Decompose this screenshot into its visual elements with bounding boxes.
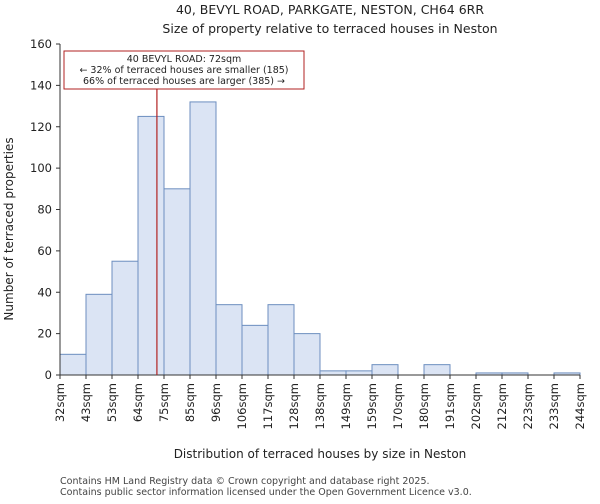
bar-85sqm: [189, 101, 217, 376]
annotation-line2: ← 32% of terraced houses are smaller (18…: [79, 65, 288, 76]
x-tick-label: 212sqm: [495, 383, 509, 429]
bar-117sqm: [267, 304, 295, 376]
x-tick-label: 223sqm: [521, 383, 535, 429]
y-tick-label: 0: [45, 368, 52, 382]
bar-106sqm: [241, 324, 269, 376]
x-tick-label: 149sqm: [339, 383, 353, 429]
annotation-line3: 66% of terraced houses are larger (385) …: [83, 76, 285, 87]
y-tick-label: 40: [37, 285, 52, 299]
x-tick-label: 128sqm: [287, 383, 301, 429]
x-tick-label: 53sqm: [105, 383, 119, 422]
x-tick-labels: 32sqm 43sqm 53sqm 64sqm 75sqm 85sqm 96sqm 106sq…: [53, 375, 587, 429]
bar-32sqm: [59, 353, 87, 376]
x-tick-label: 202sqm: [469, 383, 483, 429]
x-axis-label: Distribution of terraced houses by size …: [174, 447, 467, 461]
x-tick-label: 138sqm: [313, 383, 327, 429]
bar-53sqm: [111, 260, 139, 376]
bar-138sqm: [319, 370, 347, 376]
annotation-frame: [63, 50, 305, 90]
bar-43sqm: [85, 293, 113, 376]
chart-title-line2: Size of property relative to terraced ho…: [162, 21, 497, 36]
bar-96sqm: [215, 304, 243, 376]
x-tick-label: 75sqm: [157, 383, 171, 422]
bar-149sqm: [345, 370, 373, 376]
annotation-box: 40 BEVYL ROAD: 72sqm ← 32% of terraced h…: [63, 50, 305, 90]
x-tick-label: 64sqm: [131, 383, 145, 422]
x-tick-label: 117sqm: [261, 383, 275, 429]
bars: [59, 101, 581, 376]
x-tick-label: 85sqm: [183, 383, 197, 422]
x-tick-label: 233sqm: [547, 383, 561, 429]
x-tick-label: 106sqm: [235, 383, 249, 429]
y-tick-label: 140: [30, 78, 52, 92]
chart-title-line1: 40, BEVYL ROAD, PARKGATE, NESTON, CH64 6…: [176, 2, 484, 17]
x-tick-label: 244sqm: [573, 383, 587, 429]
footer-line2: Contains public sector information licen…: [60, 487, 472, 498]
bar-159sqm: [371, 364, 399, 376]
y-tick-label: 100: [30, 161, 52, 175]
x-tick-label: 43sqm: [79, 383, 93, 422]
bar-64sqm: [137, 115, 165, 376]
y-axis-label: Number of terraced properties: [2, 137, 16, 320]
x-tick-label: 32sqm: [53, 383, 67, 422]
y-tick-labels: 0 20 40 60 80 100 120 140 160: [30, 37, 60, 382]
y-tick-label: 160: [30, 37, 52, 51]
x-tick-label: 159sqm: [365, 383, 379, 429]
x-tick-label: 180sqm: [417, 383, 431, 429]
footer-line1: Contains HM Land Registry data © Crown c…: [60, 476, 430, 487]
annotation-line1: 40 BEVYL ROAD: 72sqm: [127, 54, 242, 65]
bar-75sqm: [163, 188, 191, 376]
y-tick-label: 20: [37, 327, 52, 341]
x-tick-label: 191sqm: [443, 383, 457, 429]
bar-128sqm: [293, 333, 321, 376]
x-tick-label: 170sqm: [391, 383, 405, 429]
y-tick-label: 60: [37, 244, 52, 258]
y-tick-label: 120: [30, 120, 52, 134]
y-tick-label: 80: [37, 203, 52, 217]
x-tick-label: 96sqm: [209, 383, 223, 422]
bar-180sqm: [423, 364, 451, 376]
